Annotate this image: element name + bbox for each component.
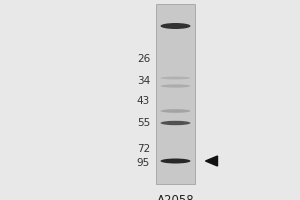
Text: A2058: A2058	[157, 194, 194, 200]
Text: 34: 34	[137, 76, 150, 86]
Text: 72: 72	[137, 144, 150, 154]
Ellipse shape	[160, 109, 190, 113]
Ellipse shape	[160, 84, 190, 88]
Text: 26: 26	[137, 54, 150, 64]
Text: 95: 95	[137, 158, 150, 168]
Text: 55: 55	[137, 118, 150, 128]
Polygon shape	[206, 156, 218, 166]
Ellipse shape	[160, 77, 190, 79]
Bar	[156, 4, 195, 184]
Ellipse shape	[160, 121, 190, 125]
Ellipse shape	[160, 158, 190, 164]
Text: 43: 43	[137, 96, 150, 106]
Ellipse shape	[160, 23, 190, 29]
